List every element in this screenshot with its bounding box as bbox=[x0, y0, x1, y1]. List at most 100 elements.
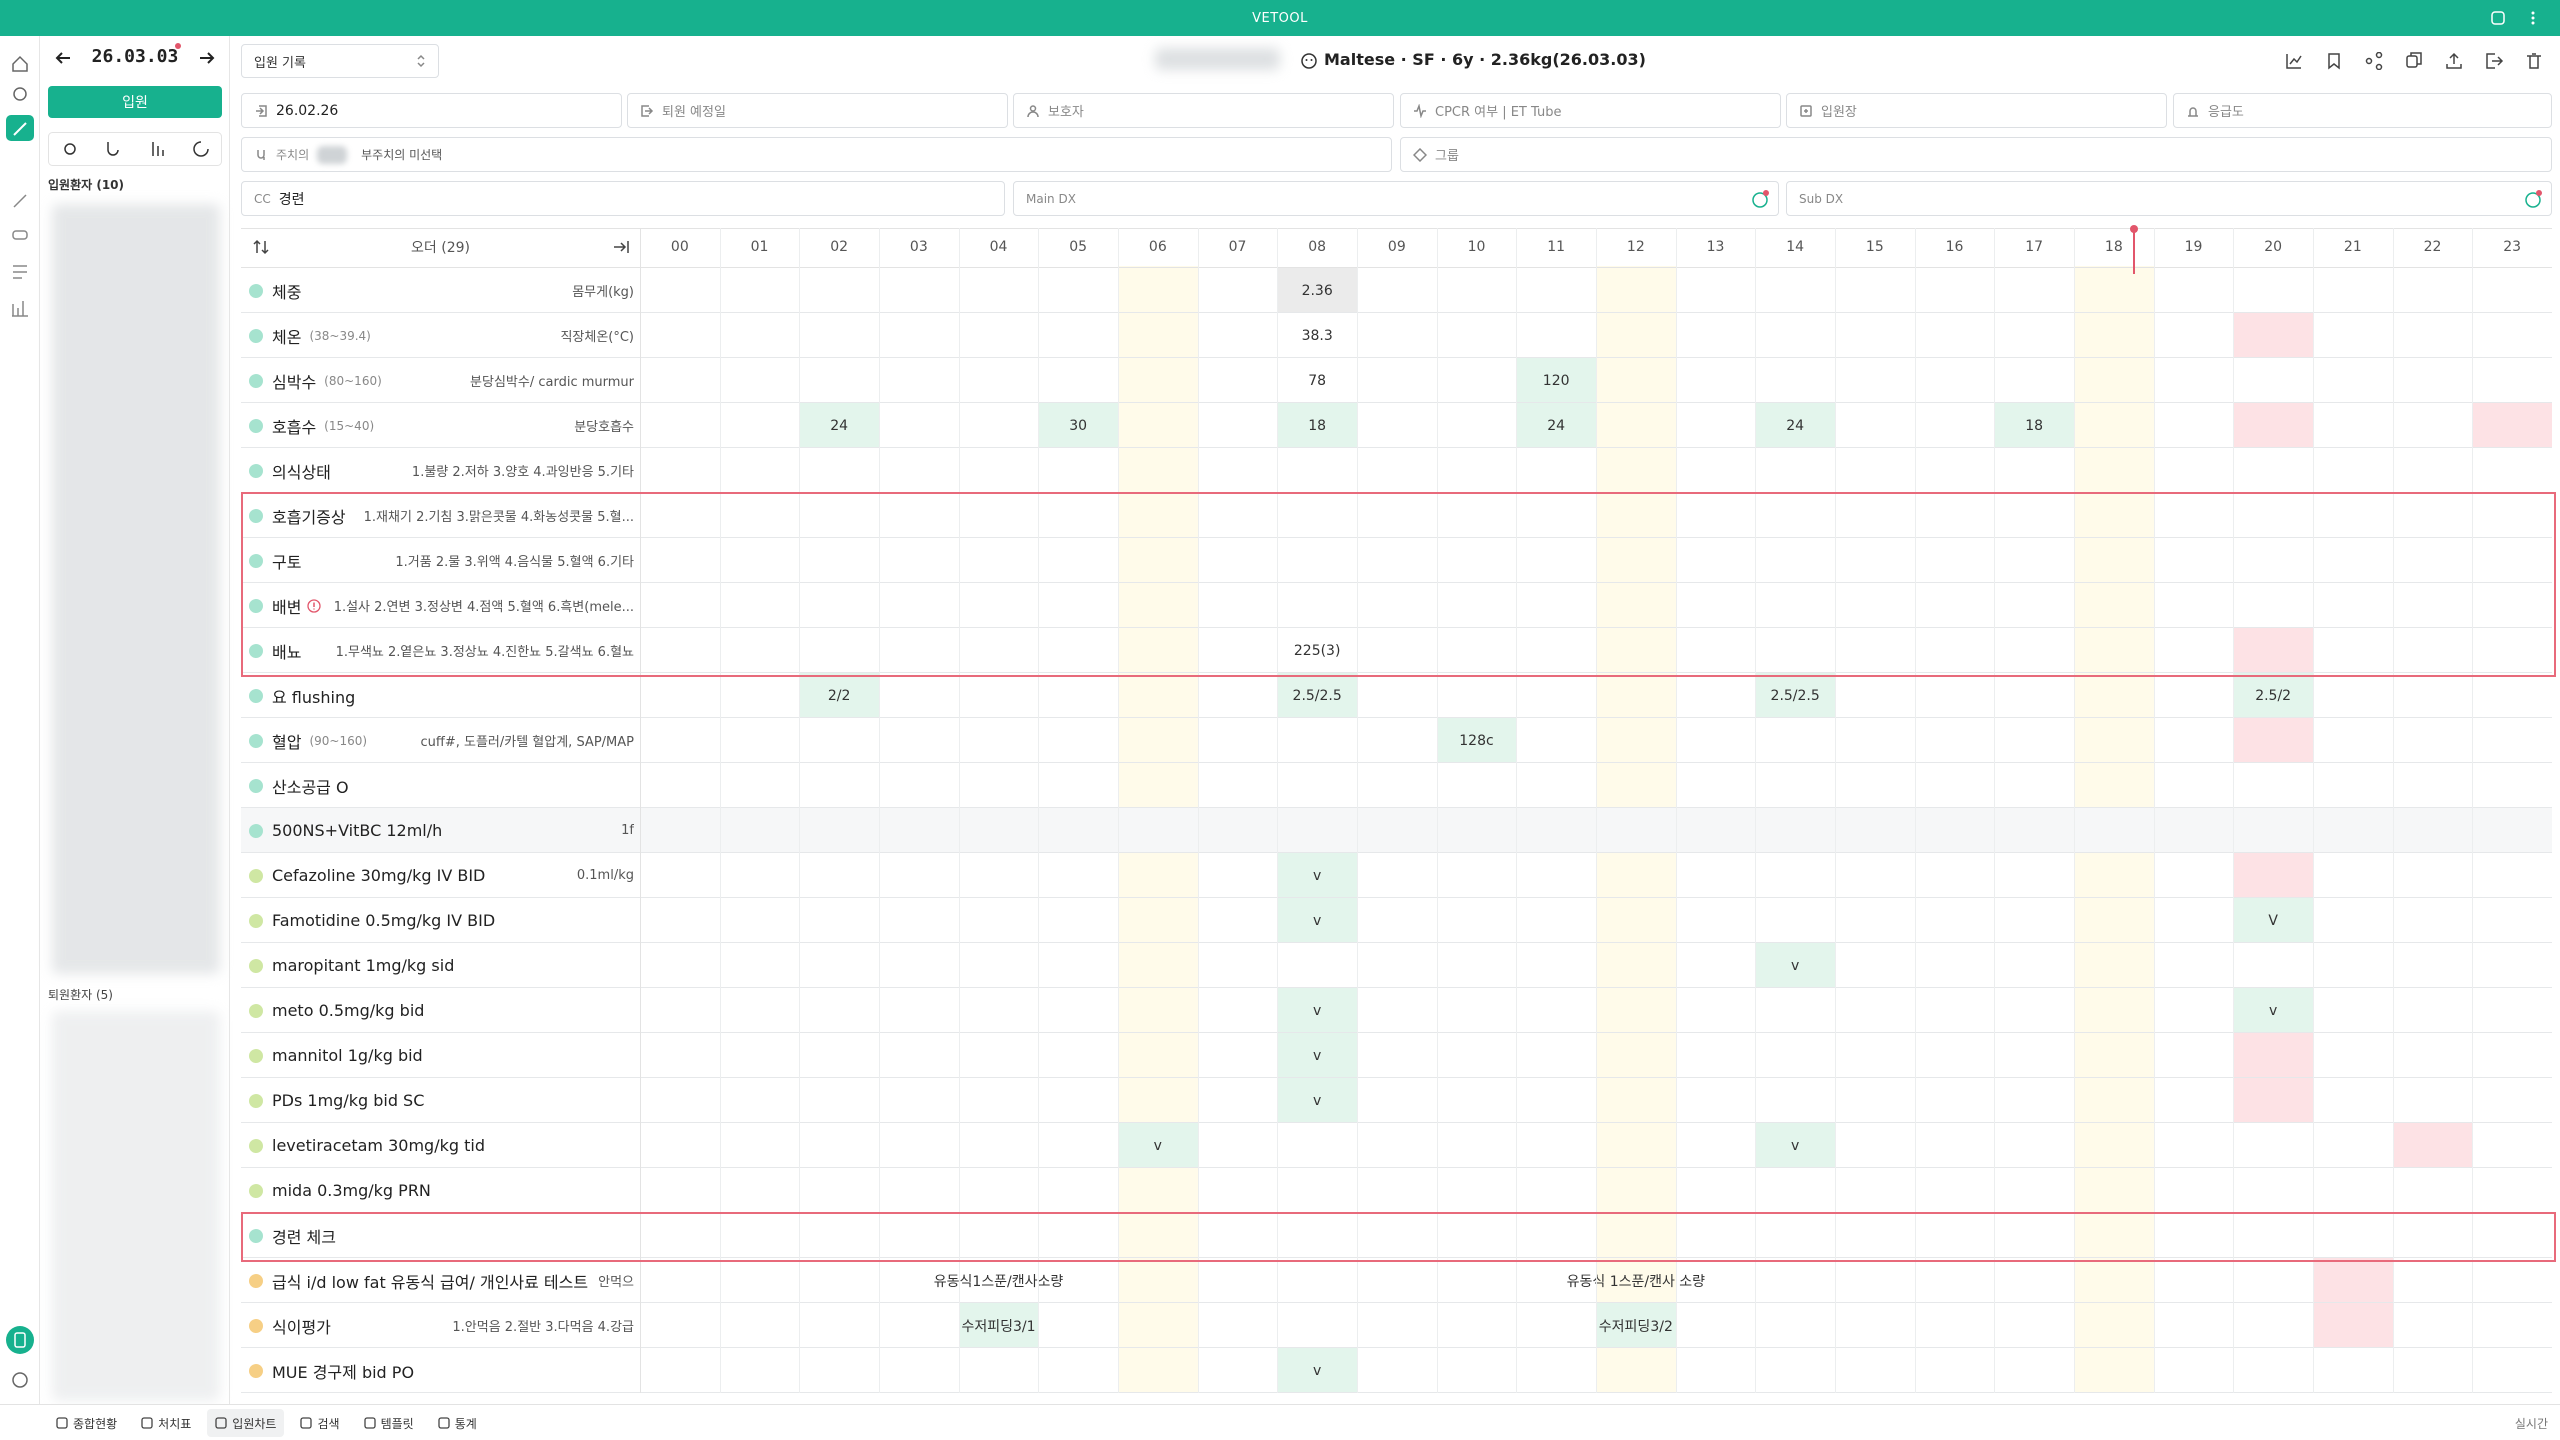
cell[interactable] bbox=[2233, 1078, 2313, 1123]
nav-item[interactable]: 입원차트 bbox=[207, 1409, 285, 1437]
order-row[interactable]: 산소공급 O bbox=[249, 763, 634, 808]
order-row[interactable]: Famotidine 0.5mg/kg IV BID bbox=[249, 898, 634, 943]
cell[interactable]: 2/2 bbox=[799, 673, 879, 718]
order-row[interactable]: 호흡수 (15~40) 분당호흡수 bbox=[249, 403, 634, 448]
urgency-field[interactable]: 응급도 bbox=[2173, 93, 2552, 128]
cell[interactable] bbox=[2313, 1303, 2393, 1348]
cell[interactable]: v bbox=[1277, 853, 1357, 898]
sub-dx-field[interactable]: Sub DX bbox=[1786, 181, 2552, 216]
order-row[interactable]: 요 flushing bbox=[249, 673, 634, 718]
cell[interactable] bbox=[2472, 403, 2552, 448]
cell[interactable] bbox=[2233, 1033, 2313, 1078]
cell[interactable]: 18 bbox=[1277, 403, 1357, 448]
cell[interactable] bbox=[2233, 628, 2313, 673]
sort-icon[interactable] bbox=[252, 238, 270, 256]
cell[interactable] bbox=[2233, 313, 2313, 358]
cell[interactable]: v bbox=[1277, 1033, 1357, 1078]
order-row[interactable]: 배뇨 1.무색뇨 2.옅은뇨 3.정상뇨 4.진한뇨 5.갈색뇨 6.혈뇨 bbox=[249, 628, 634, 673]
order-row[interactable]: maropitant 1mg/kg sid bbox=[249, 943, 634, 988]
header-actions[interactable] bbox=[2285, 52, 2545, 70]
guardian-field[interactable]: 보호자 bbox=[1013, 93, 1394, 128]
nav-item[interactable]: 템플릿 bbox=[356, 1409, 422, 1437]
order-row[interactable]: 체중 몸무게(kg) bbox=[249, 268, 634, 313]
cell[interactable] bbox=[2233, 403, 2313, 448]
ward-field[interactable]: 입원장 bbox=[1786, 93, 2167, 128]
order-row[interactable]: 혈압 (90~160) cuff#, 도플러/카텔 혈압계, SAP/MAP bbox=[249, 718, 634, 763]
current-date[interactable]: 26.03.03 bbox=[91, 46, 179, 67]
cell[interactable]: 24 bbox=[1755, 403, 1835, 448]
cell[interactable]: 수저피딩3/1 bbox=[958, 1303, 1039, 1348]
expand-icon[interactable] bbox=[612, 238, 630, 256]
order-row[interactable]: 500NS+VitBC 12ml/h 1f bbox=[249, 808, 634, 853]
order-row[interactable]: 구토 1.거품 2.물 3.위액 4.음식물 5.혈액 6.기타 bbox=[249, 538, 634, 583]
toolbar-icons[interactable] bbox=[48, 132, 222, 166]
order-row[interactable]: mannitol 1g/kg bid bbox=[249, 1033, 634, 1078]
cell[interactable]: 30 bbox=[1038, 403, 1118, 448]
order-row[interactable]: 경련 체크 bbox=[249, 1213, 634, 1258]
cell[interactable]: 2.5/2 bbox=[2233, 673, 2313, 718]
cell[interactable] bbox=[2233, 853, 2313, 898]
cell[interactable]: v bbox=[1755, 1123, 1835, 1168]
sub-dx-ai[interactable] bbox=[2523, 189, 2543, 209]
cell[interactable]: 수저피딩3/2 bbox=[1596, 1303, 1676, 1348]
cell[interactable]: 120 bbox=[1516, 358, 1596, 403]
order-row[interactable]: 배변 1.설사 2.연변 3.정상변 4.점액 5.혈액 6.흑변(mele... bbox=[249, 583, 634, 628]
order-row[interactable]: MUE 경구제 bid PO bbox=[249, 1348, 634, 1393]
cpcr-field[interactable]: CPCR 여부 | ET Tube bbox=[1400, 93, 1781, 128]
cell[interactable]: v bbox=[1118, 1123, 1198, 1168]
order-row[interactable]: 의식상태 1.불량 2.저하 3.양호 4.과잉반응 5.기타 bbox=[249, 448, 634, 493]
group-field[interactable]: 그룹 bbox=[1400, 137, 2552, 172]
vet-field[interactable]: 주치의 부주치의 미선택 bbox=[241, 137, 1392, 172]
main-dx-field[interactable]: Main DX bbox=[1013, 181, 1779, 216]
cell[interactable] bbox=[2233, 718, 2313, 763]
nav-item[interactable]: 통계 bbox=[430, 1409, 485, 1437]
order-row[interactable]: mida 0.3mg/kg PRN bbox=[249, 1168, 634, 1213]
cell[interactable]: 2.5/2.5 bbox=[1755, 673, 1835, 718]
order-row[interactable]: 호흡기증상 1.재채기 2.기침 3.맑은콧물 4.화농성콧물 5.혈... bbox=[249, 493, 634, 538]
order-row[interactable]: levetiracetam 30mg/kg tid bbox=[249, 1123, 634, 1168]
nav-label: 검색 bbox=[317, 1416, 340, 1431]
cell[interactable] bbox=[2392, 1123, 2473, 1168]
nav-item[interactable]: 종합현황 bbox=[48, 1409, 125, 1437]
cell[interactable]: 2.5/2.5 bbox=[1277, 673, 1357, 718]
cc-field[interactable]: CC 경련 bbox=[241, 181, 1005, 216]
cell[interactable]: 24 bbox=[1516, 403, 1596, 448]
order-row[interactable]: PDs 1mg/kg bid SC bbox=[249, 1078, 634, 1123]
order-note: 1f bbox=[621, 823, 634, 838]
admit-button[interactable]: 입원 bbox=[48, 86, 222, 118]
cell[interactable]: v bbox=[1277, 1078, 1357, 1123]
nav-item[interactable]: 처치표 bbox=[133, 1409, 199, 1437]
order-row[interactable]: Cefazoline 30mg/kg IV BID 0.1ml/kg bbox=[249, 853, 634, 898]
cell[interactable]: 유동식1스푼/캔사소량 bbox=[934, 1258, 1064, 1303]
next-date[interactable] bbox=[198, 50, 216, 66]
prev-date[interactable] bbox=[54, 50, 72, 66]
cell[interactable]: 24 bbox=[799, 403, 879, 448]
cell[interactable]: V bbox=[2233, 898, 2313, 943]
cell[interactable]: 2.36 bbox=[1277, 268, 1357, 313]
cell[interactable]: v bbox=[1277, 898, 1357, 943]
nav-item[interactable]: 검색 bbox=[292, 1409, 347, 1437]
cell[interactable]: 18 bbox=[1994, 403, 2074, 448]
main-dx-ai[interactable] bbox=[1750, 189, 1770, 209]
cell[interactable]: 유동식 1스푼/캔사 소량 bbox=[1567, 1258, 1705, 1303]
order-row[interactable]: 체온 (38~39.4) 직장체온(°C) bbox=[249, 313, 634, 358]
cell[interactable]: v bbox=[1277, 1348, 1357, 1393]
row-line bbox=[241, 582, 2552, 583]
cell[interactable]: 128c bbox=[1436, 718, 1517, 763]
record-selector[interactable]: 입원 기록 bbox=[241, 44, 439, 78]
cell[interactable]: v bbox=[1755, 943, 1835, 988]
order-row[interactable]: 급식 i/d low fat 유동식 급여/ 개인사료 테스트 안먹으면... bbox=[249, 1258, 634, 1303]
cell[interactable]: 78 bbox=[1277, 358, 1357, 403]
extension-icon[interactable] bbox=[2490, 10, 2506, 26]
cell[interactable]: v bbox=[1277, 988, 1357, 1033]
order-row[interactable]: 심박수 (80~160) 분당심박수/ cardic murmur bbox=[249, 358, 634, 403]
admit-date-field[interactable]: 26.02.26 bbox=[241, 93, 622, 128]
order-row[interactable]: meto 0.5mg/kg bid bbox=[249, 988, 634, 1033]
cell[interactable] bbox=[2313, 1258, 2393, 1303]
order-row[interactable]: 식이평가 1.안먹음 2.절반 3.다먹음 4.강급 bbox=[249, 1303, 634, 1348]
menu-icon[interactable] bbox=[2530, 10, 2536, 26]
cell[interactable]: 38.3 bbox=[1277, 313, 1357, 358]
discharge-date-field[interactable]: 퇴원 예정일 bbox=[627, 93, 1008, 128]
cell[interactable]: v bbox=[2233, 988, 2313, 1033]
cell[interactable]: 225(3) bbox=[1277, 628, 1357, 673]
